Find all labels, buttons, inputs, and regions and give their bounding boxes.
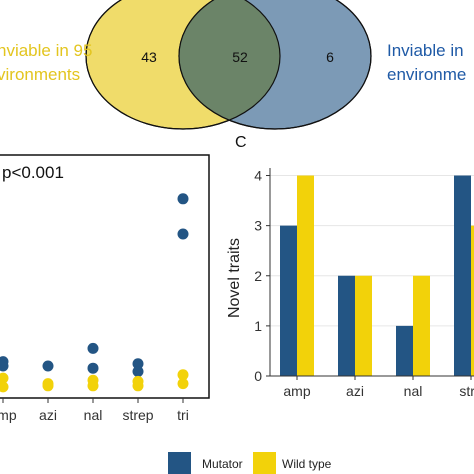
- bar-y-tick-label: 3: [254, 218, 262, 234]
- scatter-plot-frame: [0, 154, 210, 399]
- scatter-x-tick-label: tri: [177, 407, 189, 423]
- bar-mark: [338, 275, 355, 376]
- scatter-x-tick-label: azi: [39, 407, 57, 423]
- bar-y-tick-label: 1: [254, 318, 262, 334]
- legend-label-wildtype: Wild type: [282, 457, 332, 471]
- bar-x-tick-label: azi: [346, 383, 364, 399]
- bar-marks: [280, 175, 474, 376]
- venn-left-label-line2: vironments: [0, 65, 80, 84]
- scatter-point: [0, 360, 9, 372]
- venn-left-label-line1: nviable in 95: [0, 41, 92, 60]
- venn-right-label-line1: Inviable in: [387, 41, 464, 60]
- bar-y-tick-label: 2: [254, 268, 262, 284]
- venn-right-only-count: 6: [326, 49, 334, 65]
- scatter-point: [177, 228, 189, 240]
- scatter-point: [177, 378, 189, 390]
- venn-diagram: 43 52 6 nviable in 95 vironments Inviabl…: [0, 0, 466, 130]
- bar-y-tick-label: 0: [254, 368, 262, 384]
- scatter-point: [0, 381, 9, 393]
- bar-y-axis-title: Novel traits: [226, 238, 243, 318]
- panel-c-letter: C: [235, 134, 247, 151]
- scatter-points: [0, 193, 189, 393]
- venn-right-label-line2: environme: [387, 65, 466, 84]
- legend: Mutator Wild type: [168, 452, 332, 474]
- scatter-x-tick-label: amp: [0, 407, 17, 423]
- bar-x-tick-label: nal: [404, 383, 423, 399]
- bar-panel: Novel traits 0 1 2 3 4 amp azi nal stre: [226, 168, 474, 399]
- scatter-annotation: p<0.001: [2, 163, 64, 182]
- bar-y-axis: 0 1 2 3 4: [254, 168, 270, 384]
- scatter-point: [0, 372, 9, 384]
- bar-x-axis: amp azi nal stre: [283, 376, 474, 399]
- scatter-point: [132, 366, 144, 377]
- legend-label-mutator: Mutator: [202, 457, 243, 471]
- scatter-x-axis: amp azi nal strep tri: [0, 398, 189, 423]
- legend-swatch-wildtype: [253, 452, 276, 474]
- scatter-point: [42, 360, 54, 372]
- venn-left-only-count: 43: [141, 49, 157, 65]
- legend-swatch-mutator: [168, 452, 191, 474]
- bar-mark: [413, 275, 430, 376]
- venn-overlap-region: [179, 0, 280, 129]
- scatter-point: [177, 369, 189, 381]
- scatter-panel: p<0.001 amp azi nal strep tri: [0, 154, 210, 423]
- scatter-point: [177, 193, 189, 205]
- bar-mark: [454, 175, 471, 376]
- scatter-point: [132, 380, 144, 392]
- scatter-point: [87, 362, 99, 374]
- bar-mark: [396, 325, 413, 376]
- scatter-x-tick-label: strep: [122, 407, 153, 423]
- bar-x-tick-label: stre: [459, 383, 474, 399]
- scatter-point: [87, 380, 99, 392]
- venn-overlap-count: 52: [232, 49, 248, 65]
- bar-y-tick-label: 4: [254, 168, 262, 184]
- bar-mark: [355, 275, 372, 376]
- scatter-point: [132, 358, 144, 370]
- scatter-x-tick-label: nal: [84, 407, 103, 423]
- bar-mark: [280, 225, 297, 376]
- bar-x-tick-label: amp: [283, 383, 310, 399]
- scatter-point: [87, 342, 99, 354]
- bar-mark: [471, 225, 474, 376]
- bar-mark: [297, 175, 314, 376]
- scatter-point: [42, 380, 54, 392]
